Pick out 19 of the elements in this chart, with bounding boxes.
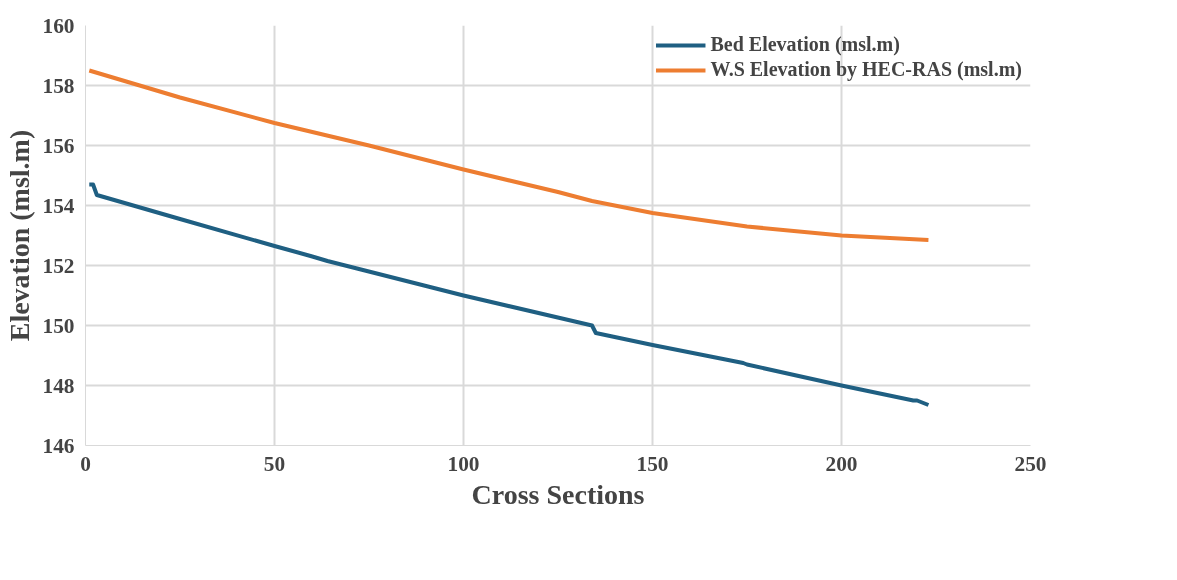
x-axis-title: Cross Sections: [471, 478, 645, 510]
y-tick-label: 148: [42, 373, 75, 398]
y-tick-label: 146: [42, 433, 75, 458]
x-tick-label: 150: [636, 451, 669, 476]
legend-label: W.S Elevation by HEC-RAS (msl.m): [710, 58, 1022, 81]
y-tick-label: 154: [42, 193, 75, 218]
y-tick-label: 152: [42, 253, 75, 278]
y-axis-title: Elevation (msl.m): [3, 129, 35, 342]
x-tick-label: 200: [825, 451, 858, 476]
y-tick-label: 150: [42, 313, 75, 338]
line-series: [87, 182, 931, 407]
legend-label: Bed Elevation (msl.m): [710, 33, 900, 56]
x-tick-label: 250: [1014, 451, 1047, 476]
y-tick-label: 156: [42, 133, 75, 158]
x-tick-label: 0: [80, 451, 91, 476]
y-tick-label: 158: [42, 73, 75, 98]
x-tick-label: 50: [263, 451, 286, 476]
y-tick-label: 160: [42, 13, 75, 38]
x-tick-label: 100: [447, 451, 480, 476]
